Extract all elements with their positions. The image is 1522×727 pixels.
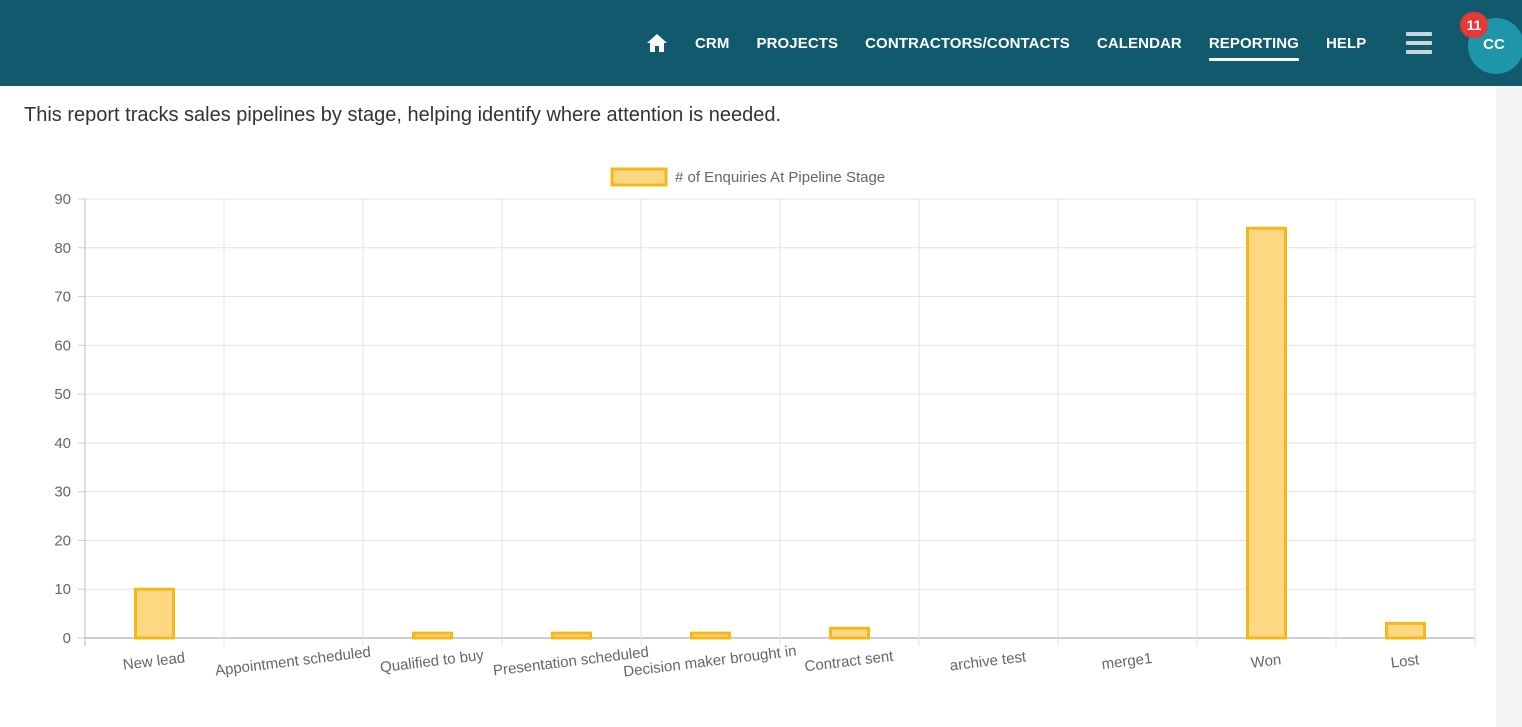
x-tick-label: Decision maker brought in [622,642,797,680]
legend-swatch [610,167,668,187]
home-icon[interactable] [646,33,668,53]
x-tick-label: merge1 [1101,650,1154,673]
legend-label: # of Enquiries At Pipeline Stage [675,169,885,186]
nav-reporting[interactable]: REPORTING [1208,34,1300,61]
x-tick-label: Lost [1390,651,1421,671]
x-tick-label: New lead [122,649,186,673]
y-tick-label: 30 [54,484,71,501]
top-navigation-bar: CRM PROJECTS CONTRACTORS/CONTACTS CALEND… [0,0,1522,86]
x-tick-label: archive test [949,648,1028,674]
bar-8 [1246,226,1287,640]
bar-2 [412,631,453,640]
bar-3 [551,631,592,640]
nav-calendar[interactable]: CALENDAR [1096,34,1182,52]
main-nav: CRM PROJECTS CONTRACTORS/CONTACTS CALEND… [640,0,1393,86]
scrollbar-track[interactable] [1496,86,1522,727]
nav-help[interactable]: HELP [1325,34,1367,52]
nav-crm[interactable]: CRM [695,34,730,52]
bar-9 [1385,621,1426,640]
y-tick-label: 60 [54,337,71,354]
y-tick-label: 50 [54,386,71,403]
y-tick-label: 20 [54,532,71,549]
y-tick-label: 10 [54,581,71,598]
y-tick-label: 90 [54,191,71,208]
bar-0 [134,587,175,640]
bar-5 [829,626,870,640]
y-tick-label: 80 [54,240,71,257]
x-tick-label: Qualified to buy [379,647,485,677]
nav-projects[interactable]: PROJECTS [756,34,839,52]
x-tick-label: Appointment scheduled [214,644,372,680]
pipeline-bar-chart: 0 10 20 30 40 50 60 70 80 90 New lead Appointment s… [54,167,1476,681]
x-tick-label: Contract sent [804,648,895,676]
avatar-initials: CC [1483,35,1505,53]
nav-contractors-contacts[interactable]: CONTRACTORS/CONTACTS [865,34,1070,52]
y-tick-label: 0 [63,630,71,647]
hamburger-menu-icon[interactable] [1406,32,1432,56]
bar-4 [690,631,731,640]
report-description: This report tracks sales pipelines by st… [24,104,782,126]
x-tick-label: Won [1250,651,1282,672]
y-tick-label: 40 [54,435,71,452]
y-tick-label: 70 [54,289,71,306]
notification-badge[interactable]: 11 [1460,12,1488,38]
